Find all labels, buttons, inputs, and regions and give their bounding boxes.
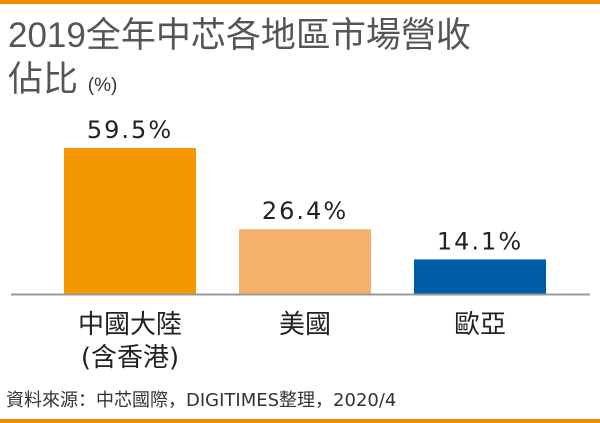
source-note: 資料來源：中芯國際，DIGITIMES整理，2020/4 [6,390,397,411]
category-label-2-1: 美國 [279,310,331,340]
data-label-2: 26.4% [262,197,348,225]
bar-3 [414,259,546,294]
top-accent-rule [0,0,600,4]
chart-title: 2019全年中芯各地區市場營收 佔比 (%) [8,14,598,108]
category-label-3-1: 歐亞 [454,310,506,340]
data-label-1: 59.5% [87,116,173,144]
title-line-2: 佔比 [8,60,79,99]
unit-label: (%) [87,75,118,96]
bar-2 [239,229,371,294]
bottom-accent-rule [0,419,600,423]
category-label-1-2: (含香港) [81,343,179,373]
title-line-1: 2019全年中芯各地區市場營收 [8,16,471,55]
data-label-3: 14.1% [437,227,523,255]
category-label-1-1: 中國大陸 [78,310,182,340]
bar-1 [64,148,196,294]
